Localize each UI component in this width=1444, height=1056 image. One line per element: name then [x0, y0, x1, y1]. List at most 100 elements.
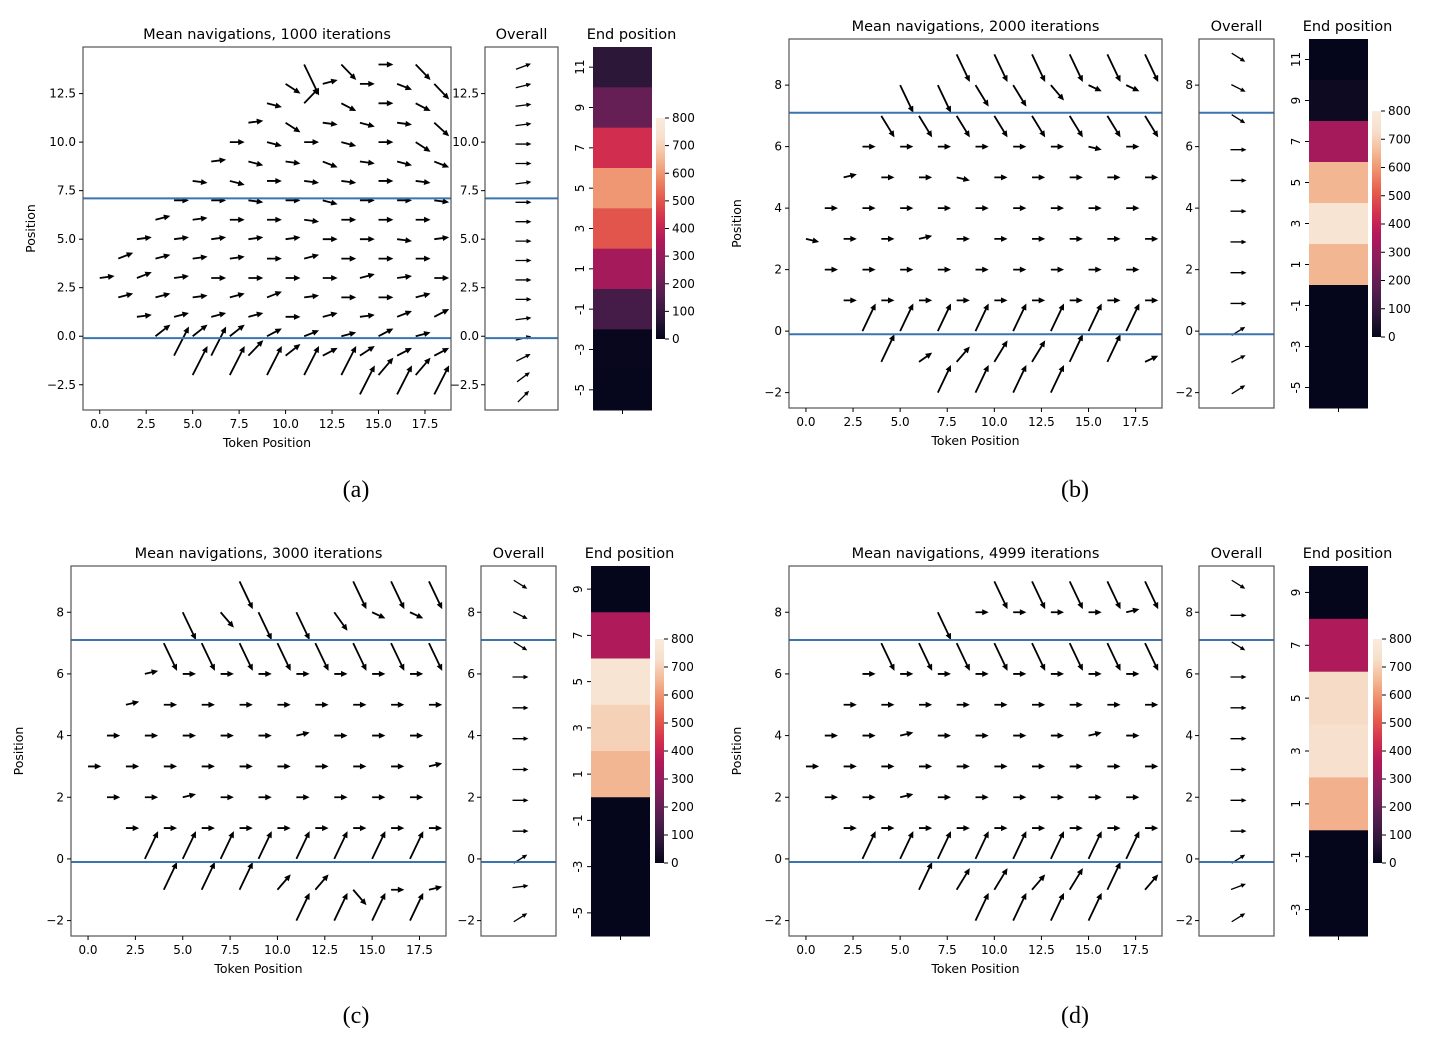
quiver-arrow: [173, 326, 189, 357]
heatmap-cell: [1309, 39, 1368, 81]
quiver-arrow: [515, 258, 532, 263]
quiver-arrow: [517, 390, 530, 403]
quiver-arrow: [266, 141, 282, 148]
quiver-arrow: [937, 831, 952, 860]
quiver-arrow: [315, 701, 329, 708]
quiver-arrow: [918, 115, 933, 138]
quiver-arrow: [191, 345, 208, 376]
quiver-arrow: [918, 297, 933, 304]
quiver-arrow: [1106, 115, 1121, 138]
plot-area: [805, 53, 1159, 394]
overall-y-tick-label: 2: [1185, 790, 1193, 804]
quiver-arrow: [994, 701, 1008, 708]
quiver-arrow: [515, 200, 532, 205]
x-tick-label: 2.5: [844, 943, 863, 957]
quiver-arrow: [955, 868, 970, 891]
colorbar-tick-label: 100: [672, 304, 695, 318]
quiver-arrow: [304, 293, 320, 300]
quiver-arrow: [88, 763, 102, 770]
quiver-arrow: [106, 794, 121, 801]
quiver-arrow: [1230, 147, 1247, 152]
quiver-arrow: [974, 892, 989, 921]
end-position-heatmap: End position 11 9 7 5 3 1 -1 -3 -5: [1289, 19, 1392, 412]
colorbar-tick-label: 400: [1388, 217, 1411, 231]
x-tick-label: 17.5: [412, 417, 439, 431]
quiver-arrow: [182, 670, 196, 677]
y-tick-label: 5.0: [57, 232, 76, 246]
y-tick-label: −2: [764, 914, 782, 928]
colorbar-tick-label: 200: [1388, 274, 1411, 288]
quiver-arrow: [211, 157, 227, 164]
quiver-arrow: [341, 255, 357, 262]
quiver-arrow: [352, 889, 367, 906]
quiver-arrow: [1088, 84, 1102, 92]
quiver-arrow: [512, 674, 529, 680]
overall-y-tick-label: −2: [1175, 914, 1193, 928]
quiver-arrow: [1050, 831, 1065, 860]
quiver-arrow: [1069, 297, 1083, 304]
quiver-arrow: [359, 121, 375, 128]
quiver-arrow: [136, 312, 152, 319]
quiver-arrow: [341, 331, 357, 338]
quiver-arrow: [937, 364, 952, 394]
heatmap-tick-label: 9: [1289, 97, 1303, 105]
quiver-arrow: [1230, 301, 1247, 306]
heatmap-title: End position: [1303, 19, 1393, 35]
quiver-arrow: [257, 611, 272, 640]
quiver-arrow: [1031, 53, 1046, 83]
axes-frame: [788, 38, 1163, 409]
quiver-arrow: [248, 160, 264, 167]
y-tick-label: 12.5: [49, 87, 76, 101]
axes-frame: [70, 565, 447, 937]
y-tick-label: 0: [774, 852, 782, 866]
main-quiver-axes: Mean navigations, 2000 iterations 0.0 2.5 5…: [729, 19, 1163, 448]
quiver-arrow: [1068, 642, 1083, 671]
quiver-arrow: [975, 143, 989, 150]
quiver-arrow: [1068, 53, 1083, 83]
quiver-arrow: [359, 80, 375, 87]
quiver-arrow: [512, 736, 529, 741]
main-quiver-axes: Mean navigations, 1000 iterations 0.0 2.5 5…: [23, 27, 452, 450]
quiver-arrow: [974, 364, 989, 394]
quiver-arrow: [993, 53, 1008, 83]
y-tick-label: 4: [774, 201, 782, 215]
quiver-arrow: [155, 253, 171, 260]
colorbar-tick-label: 200: [671, 800, 694, 814]
x-tick-label: 10.0: [264, 943, 291, 957]
x-tick-label: 10.0: [272, 417, 299, 431]
overall-y-tick-label: −2.5: [450, 378, 479, 392]
overall-frame: [484, 46, 559, 411]
quiver-arrow: [334, 670, 348, 677]
chart-title: Mean navigations, 4999 iterations: [852, 546, 1100, 562]
quiver-arrow: [409, 831, 424, 860]
x-tick-label: 5.0: [891, 943, 910, 957]
quiver-arrow: [1230, 736, 1247, 741]
quiver-arrow: [304, 139, 320, 146]
x-tick-label: 17.5: [1122, 415, 1149, 429]
quiver-arrow: [937, 732, 952, 739]
quiver-arrow: [248, 311, 264, 318]
subfigure-caption: (c): [343, 1003, 370, 1029]
quiver-arrow: [314, 642, 329, 671]
x-axis-label: Token Position: [930, 433, 1019, 448]
colorbar-tick-label: 700: [1388, 132, 1411, 146]
x-tick-label: 17.5: [1122, 943, 1149, 957]
quiver-arrow: [285, 275, 301, 281]
y-tick-label: 8: [774, 78, 782, 92]
heatmap-cell: [591, 889, 650, 937]
colorbar-tick-label: 400: [671, 744, 694, 758]
quiver-arrow: [192, 293, 208, 300]
quiver-arrow: [515, 122, 532, 127]
quiver-arrow: [937, 611, 952, 640]
end-position-heatmap: End position 9 7 5 3 1 -1 -3: [1289, 546, 1392, 940]
quiver-arrow: [1088, 266, 1102, 273]
overall-frame: [1198, 38, 1275, 409]
quiver-arrow: [181, 611, 196, 640]
quiver-arrow: [359, 236, 375, 243]
quiver-arrow: [1145, 235, 1159, 242]
quiver-arrow: [1012, 364, 1027, 394]
quiver-arrow: [1012, 892, 1027, 921]
colorbar-tick-label: 500: [1389, 716, 1412, 730]
y-tick-label: 8: [56, 605, 64, 619]
quiver-arrow: [1050, 364, 1065, 394]
